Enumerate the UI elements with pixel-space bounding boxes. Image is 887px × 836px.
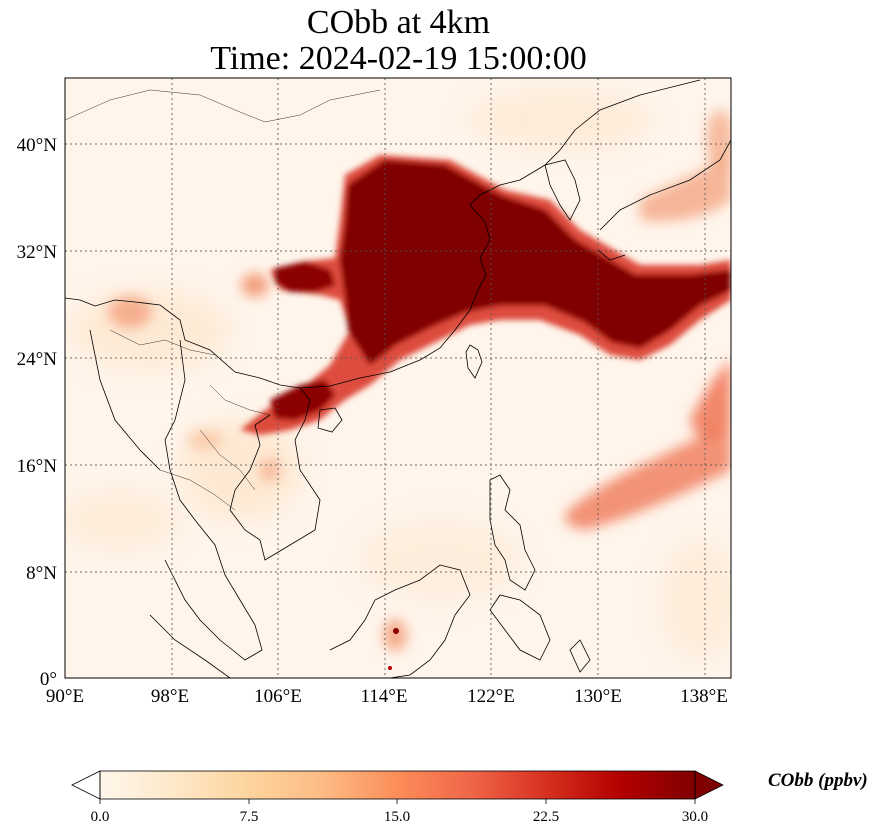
colorbar-tick-label: 7.5 <box>240 809 259 825</box>
gridlines <box>65 78 731 678</box>
lat-tick-label: 8°N <box>26 563 57 584</box>
lat-tick-labels: 0° 8°N 16°N 24°N 32°N 40°N <box>17 135 58 690</box>
lon-tick-label: 90°E <box>46 686 84 707</box>
colorbar-tick-label: 15.0 <box>384 809 410 825</box>
lon-tick-label: 106°E <box>254 686 302 707</box>
hotspot-marker <box>393 628 399 634</box>
map-frame <box>64 77 732 679</box>
lon-tick-label: 114°E <box>361 686 408 707</box>
title-line-1: CObb at 4km <box>306 4 491 41</box>
country-borders <box>65 89 381 511</box>
colorbar-extend-min <box>71 770 101 800</box>
lat-tick-label: 32°N <box>17 242 58 263</box>
lat-tick-label: 24°N <box>17 349 58 370</box>
colorbar-tick-label: 0.0 <box>91 809 110 825</box>
lon-tick-label: 98°E <box>151 686 189 707</box>
lon-tick-labels: 90°E 98°E 106°E 114°E 122°E 130°E 138°E <box>46 686 728 707</box>
concentration-field <box>65 78 731 678</box>
lat-tick-label: 40°N <box>17 135 58 156</box>
lon-tick-label: 138°E <box>680 686 728 707</box>
colorbar-tick-label: 30.0 <box>682 809 708 825</box>
colorbar-extend-max <box>694 770 724 800</box>
lat-tick-label: 0° <box>40 669 57 690</box>
lat-tick-label: 16°N <box>17 456 58 477</box>
colorbar: 0.0 7.5 15.0 22.5 30.0 CObb (ppbv) <box>71 770 868 825</box>
colorbar-tick-label: 22.5 <box>533 809 559 825</box>
colorbar-gradient <box>100 771 695 799</box>
coastlines <box>65 79 731 678</box>
hotspot-marker <box>388 666 392 670</box>
lon-tick-label: 122°E <box>467 686 515 707</box>
colorbar-label: CObb (ppbv) <box>768 770 868 791</box>
lon-tick-label: 130°E <box>574 686 622 707</box>
title-line-2: Time: 2024-02-19 15:00:00 <box>210 40 587 77</box>
